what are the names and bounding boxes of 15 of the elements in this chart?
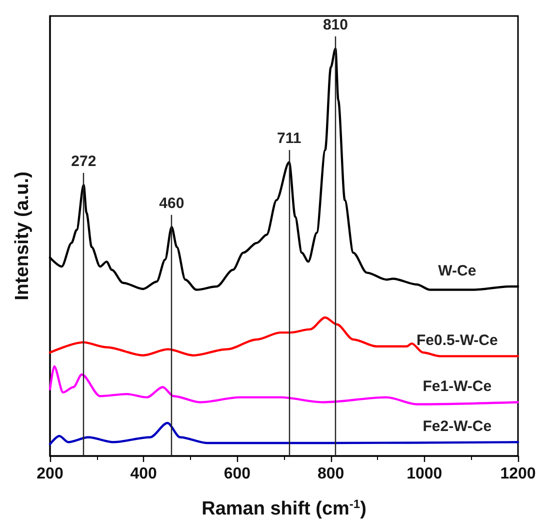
series-label: Fe0.5-W-Ce	[416, 332, 498, 350]
series-label: Fe1-W-Ce	[422, 378, 492, 396]
x-tick-label: 1000	[406, 466, 442, 482]
x-tick-label: 400	[130, 466, 158, 482]
series-label: Fe2-W-Ce	[422, 418, 492, 436]
x-tick-label: 1200	[500, 466, 536, 482]
x-tick-label: 200	[36, 466, 64, 482]
ref-line-label: 810	[322, 16, 348, 34]
ref-line-label: 460	[159, 194, 184, 212]
series-label: W-Ce	[438, 262, 476, 280]
y-axis-title: Intensity (a.u.)	[12, 172, 33, 300]
x-tick-label: 800	[317, 466, 344, 482]
ref-line-label: 711	[277, 130, 302, 148]
ref-line-label: 272	[71, 152, 96, 170]
x-tick-label: 600	[224, 466, 251, 482]
